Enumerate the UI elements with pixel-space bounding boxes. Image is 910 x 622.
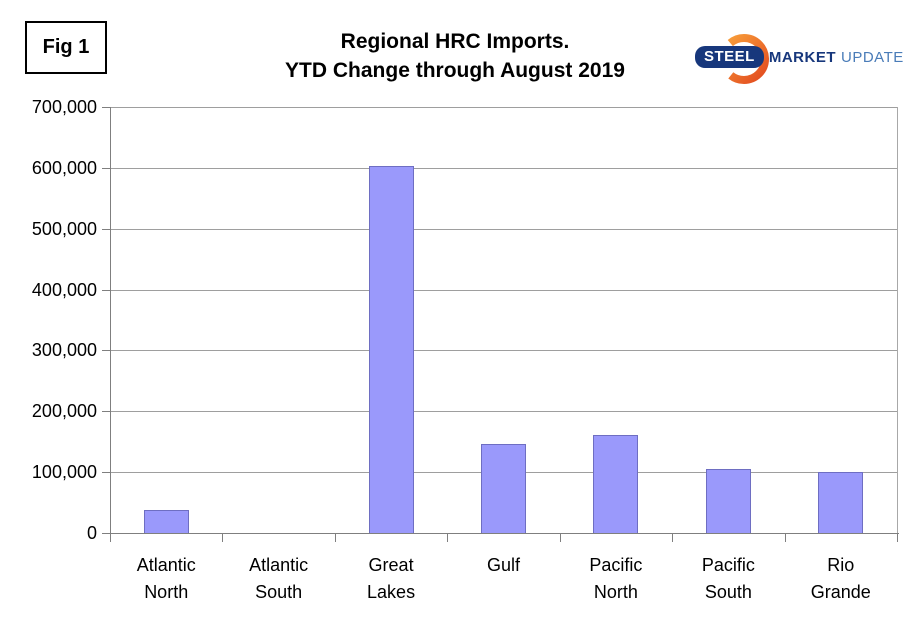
bar-pacific-south bbox=[705, 469, 751, 533]
gridline-200000 bbox=[110, 411, 897, 413]
x-axis-tick-7 bbox=[897, 534, 898, 542]
y-axis-label-600,000: 600,000 bbox=[31, 157, 97, 178]
x-axis-tick-0 bbox=[110, 534, 111, 542]
logo-market-text: MARKET bbox=[768, 48, 837, 66]
y-axis-label-500,000: 500,000 bbox=[31, 218, 97, 239]
y-axis-label-700,000: 700,000 bbox=[31, 97, 97, 117]
y-axis-tick-400,000 bbox=[102, 289, 110, 291]
y-axis-label-300,000: 300,000 bbox=[31, 340, 97, 361]
bar-great-lakes bbox=[368, 166, 414, 533]
figure-label-box: Fig 1 bbox=[25, 21, 107, 74]
x-axis-label-great-lakes: Great Lakes bbox=[367, 555, 416, 602]
y-axis-label-100,000: 100,000 bbox=[31, 462, 97, 483]
y-axis-tick-100,000 bbox=[102, 472, 110, 474]
gridline-600000 bbox=[110, 167, 897, 169]
figure-label: Fig 1 bbox=[42, 36, 90, 58]
y-axis-label-400,000: 400,000 bbox=[31, 279, 97, 300]
y-axis-tick-300,000 bbox=[102, 350, 110, 352]
bar-gulf bbox=[481, 443, 526, 533]
x-axis-label-pacific-north: Pacific North bbox=[589, 555, 643, 602]
gridline-700000 bbox=[110, 107, 897, 108]
gridline-300000 bbox=[110, 350, 897, 352]
y-axis-tick-600,000 bbox=[102, 167, 110, 169]
x-axis-label-pacific-south: Pacific South bbox=[701, 555, 755, 602]
logo-steel-badge: STEEL bbox=[695, 46, 764, 68]
y-axis-tick-700,000 bbox=[102, 107, 110, 108]
gridline-400000 bbox=[110, 289, 897, 291]
x-axis-label-gulf: Gulf bbox=[486, 555, 520, 575]
y-axis-line bbox=[110, 107, 111, 538]
logo-text: STEEL MARKET UPDATE bbox=[695, 46, 904, 68]
bar-rio-grande bbox=[818, 472, 864, 533]
x-axis-tick-6 bbox=[784, 534, 786, 542]
bar-pacific-north bbox=[593, 435, 639, 533]
logo-update-text: UPDATE bbox=[841, 48, 904, 66]
y-axis-tick-500,000 bbox=[102, 228, 110, 230]
x-axis-label-atlantic-south: Atlantic South bbox=[249, 555, 309, 602]
x-axis-tick-3 bbox=[447, 534, 449, 542]
y-axis-label-0: 0 bbox=[86, 523, 97, 543]
x-axis-line bbox=[110, 533, 899, 534]
x-axis-tick-5 bbox=[672, 534, 674, 542]
x-axis-tick-1 bbox=[222, 534, 224, 542]
y-axis-tick-200,000 bbox=[102, 411, 110, 413]
x-axis-label-atlantic-north: Atlantic North bbox=[136, 555, 196, 602]
logo-crescent-icon bbox=[719, 34, 769, 84]
y-axis-tick-0 bbox=[102, 533, 110, 534]
x-axis-label-rio-grande: Rio Grande bbox=[810, 555, 871, 602]
x-axis-tick-2 bbox=[334, 534, 336, 542]
bar-atlantic-north bbox=[143, 509, 189, 533]
gridline-500000 bbox=[110, 228, 897, 230]
y-axis-label-200,000: 200,000 bbox=[31, 401, 97, 422]
steel-market-update-logo: STEEL MARKET UPDATE bbox=[695, 33, 907, 84]
chart-title-line2: YTD Change through August 2019 bbox=[285, 59, 625, 82]
chart-title-line1: Regional HRC Imports. bbox=[340, 30, 570, 53]
plot-right-border bbox=[897, 107, 898, 533]
x-axis-tick-4 bbox=[559, 534, 561, 542]
chart-title: Regional HRC Imports. YTD Change through… bbox=[120, 27, 790, 85]
